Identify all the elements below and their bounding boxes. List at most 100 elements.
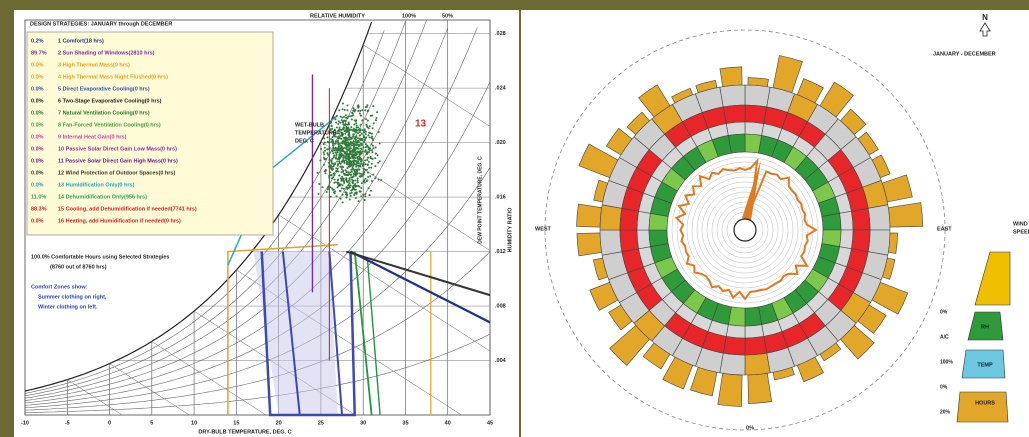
weather-point (333, 128, 336, 131)
weather-point (353, 123, 356, 126)
weather-point (352, 175, 355, 178)
weather-point (356, 181, 359, 184)
comfort-zone-fill (253, 251, 338, 415)
weather-point (362, 173, 365, 176)
weather-point (327, 161, 330, 164)
weather-point (342, 126, 345, 129)
strategy-zone (366, 258, 381, 416)
weather-point (360, 147, 362, 150)
weather-point (371, 137, 374, 140)
weather-point (340, 171, 343, 174)
weather-point (340, 155, 343, 158)
ring-red (619, 229, 639, 253)
weather-point (345, 143, 348, 146)
weather-point (338, 156, 341, 159)
weather-point (337, 132, 340, 135)
weather-point (367, 127, 370, 130)
weather-point (361, 164, 364, 167)
strategy-percent: 0.0% (31, 110, 44, 116)
north-label: N (982, 13, 988, 22)
weather-point (343, 108, 346, 111)
weather-point (360, 174, 363, 177)
weather-point (341, 108, 344, 111)
weather-point (370, 189, 372, 192)
weather-point (340, 148, 342, 151)
rh-curve (24, 251, 491, 411)
weather-point (351, 111, 354, 114)
weather-point (334, 181, 337, 184)
weather-point (359, 138, 362, 141)
rh-curve (24, 27, 448, 401)
weather-point (338, 162, 341, 165)
outer-dashed-circle (544, 29, 946, 431)
weather-point (341, 201, 344, 204)
weather-point (332, 142, 334, 145)
weather-point (348, 163, 351, 166)
weather-point (336, 130, 339, 133)
strategy-label: 11 Passive Solar Direct Gain High Mass(0… (58, 158, 178, 164)
weather-point (350, 114, 353, 117)
inner-ring (721, 206, 769, 254)
strategy-label: 13 Humidification Only(0 hrs) (58, 182, 135, 188)
strategy-label: 16 Heating, add Humidification if needed… (58, 218, 181, 224)
weather-point (368, 125, 371, 128)
weather-point (360, 162, 363, 165)
weather-point (350, 170, 353, 173)
y-tick-label: .024 (495, 86, 507, 92)
weather-point (345, 141, 348, 144)
wind-wheel: N JANUARY - DECEMBER WEST EAST 0% WIND SPEED RH… (535, 13, 1029, 431)
weather-point (347, 158, 350, 161)
weather-point (352, 107, 355, 110)
weather-point (363, 181, 366, 184)
comfort-note: Summer clothing on right, (38, 294, 107, 300)
weather-point (352, 182, 354, 185)
weather-point (338, 109, 341, 112)
weather-point (356, 179, 359, 182)
inner-ring (671, 156, 819, 304)
weather-point (370, 162, 373, 165)
weather-point (355, 192, 358, 195)
weather-point (324, 149, 327, 152)
weather-point (331, 138, 334, 141)
weather-point (350, 150, 353, 152)
weather-point (341, 177, 344, 180)
weather-point (364, 193, 367, 195)
weather-point (350, 147, 352, 150)
weather-point (347, 121, 350, 124)
weather-point (332, 131, 335, 134)
weather-point (336, 148, 339, 151)
strategy-zone (260, 251, 357, 417)
weather-point (357, 137, 359, 140)
weather-point (364, 195, 367, 198)
weather-point (348, 131, 350, 134)
weather-point (364, 149, 367, 152)
strategy-zone (227, 243, 338, 415)
ring-gray-inner (744, 324, 765, 339)
weather-point (336, 158, 339, 161)
weather-point (359, 150, 362, 153)
weather-point (318, 183, 321, 185)
x-tick-label: 30 (360, 420, 366, 426)
weather-point (378, 142, 381, 145)
weather-point (369, 157, 372, 160)
inner-ring (716, 201, 774, 259)
weather-point (377, 131, 380, 133)
weather-point (361, 119, 364, 122)
ring-gray (744, 84, 771, 108)
weather-point (356, 141, 359, 144)
weather-point (345, 186, 348, 189)
weather-point (336, 164, 339, 167)
weather-point (344, 137, 347, 140)
weather-point (360, 187, 363, 189)
weather-point (347, 187, 350, 190)
weather-point (353, 159, 356, 162)
weather-point (353, 193, 356, 196)
weather-point (352, 157, 355, 160)
weather-point (359, 114, 362, 117)
weather-point (328, 165, 331, 168)
strategy-label: 6 Two-Stage Evaporative Cooling(0 hrs) (58, 98, 162, 104)
weather-point (354, 173, 357, 176)
weather-point (338, 130, 341, 132)
weather-point (326, 148, 329, 151)
